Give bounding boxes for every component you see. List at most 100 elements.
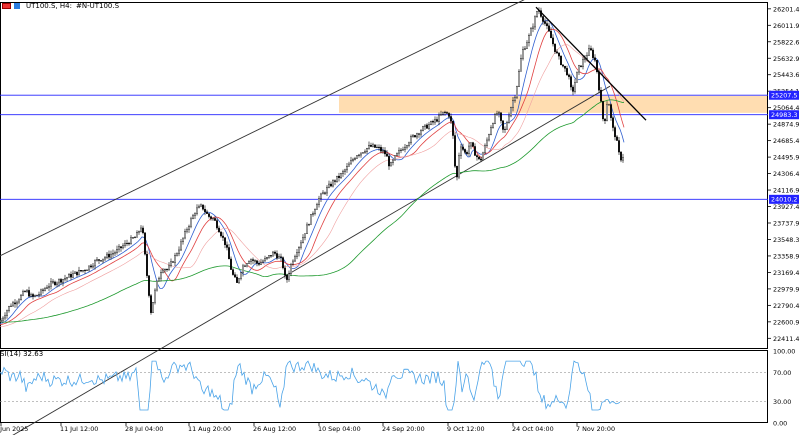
candle-body [372,144,374,147]
candle-body [454,135,456,167]
supply-zone [339,95,767,113]
candle-body [558,52,560,57]
candle-body [158,277,160,282]
candle-body [154,289,156,303]
candle-body [512,100,514,108]
candle-body [260,262,262,265]
candle-body [562,64,564,67]
price-pane-frame [0,2,768,349]
candle-body [430,121,432,125]
candle-body [164,269,166,271]
candle-body [462,146,464,150]
candle-body [168,265,170,270]
x-tick-label: 9 Oct 12:00 [447,425,485,433]
candle-body [326,187,328,194]
candle-body [434,119,436,123]
candle-body [544,21,546,24]
candle-body [586,55,588,59]
candle-body [592,49,594,58]
candle-body [504,128,506,130]
candle-body [574,82,576,92]
candle-body [424,124,426,127]
candle-body [270,255,272,257]
candle-body [244,265,246,267]
candle-body [310,214,312,225]
rsi-label: SI(14) 32.63 [0,350,44,358]
candle-body [298,246,300,253]
candle-body [282,257,284,269]
candle-body [42,289,44,291]
candle-body [570,76,572,88]
price-tick-label: 24874.9 [773,121,799,129]
candle-body [608,104,610,106]
price-tick-label: 25632.9 [773,55,799,63]
candle-body [18,299,20,303]
candle-body [468,145,470,154]
candle-body [602,101,604,120]
candle-body [578,65,580,73]
candle-body [128,243,130,245]
candle-body [550,30,552,39]
candle-body [162,269,164,273]
symbol-description: #N-UT100.S [75,1,120,10]
rsi-pane-frame [0,350,768,423]
candle-body [472,142,474,147]
candle-body [458,155,460,178]
symbol-flag-icon [2,2,11,9]
x-tick-label: 11 Aug 20:00 [188,425,231,433]
candle-body [290,264,292,274]
candle-body [136,232,138,238]
candle-body [258,263,260,265]
candle-body [256,260,258,264]
candle-body [470,142,472,147]
candle-body [288,273,290,280]
candle-body [38,294,40,296]
candle-body [2,317,4,321]
candle-body [188,225,190,230]
candle-body [192,215,194,220]
candle-body [280,256,282,258]
candle-body [124,242,126,246]
candle-body [78,270,80,276]
chart-header: UT100.S, H4: #N-UT100.S [0,0,119,11]
candle-body [92,265,94,268]
candle-body [548,25,550,32]
price-tick-label: 26201.4 [773,5,799,13]
candle-body [510,107,512,117]
candle-body [404,146,406,150]
candle-body [568,74,570,77]
candle-body [450,116,452,122]
candle-body [546,23,548,27]
candle-body [526,42,528,49]
candle-body [20,294,22,301]
candle-body [438,114,440,122]
candle-body [492,123,494,128]
candle-body [48,285,50,288]
horizontal-level-label: 24983.3 [771,111,797,119]
candle-body [194,213,196,216]
candle-body [478,156,480,160]
candle-body [532,26,534,29]
candle-body [68,274,70,278]
x-tick-label: 24 Oct 04:00 [512,425,554,433]
candle-body [448,113,450,117]
candle-body [368,144,370,149]
candle-body [160,272,162,279]
candle-body [432,121,434,123]
candle-body [554,43,556,52]
candle-body [466,152,468,154]
candle-body [118,246,120,250]
candle-body [152,302,154,313]
candle-body [324,192,326,194]
candle-body [254,260,256,262]
candle-body [140,227,142,232]
candle-body [230,258,232,270]
candle-body [60,279,62,283]
candle-body [488,134,490,141]
horizontal-level-label: 24010.2 [771,196,797,204]
candle-body [344,169,346,172]
candle-body [56,282,58,286]
candle-body [528,35,530,44]
